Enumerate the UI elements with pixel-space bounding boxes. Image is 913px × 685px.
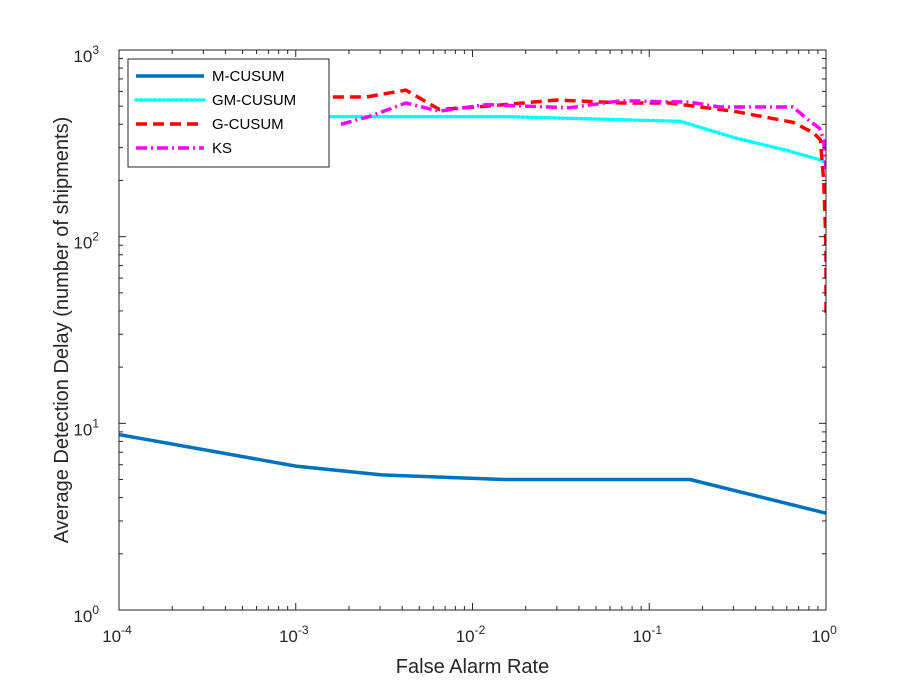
y-axis-label: Average Detection Delay (number of shipm… [51, 117, 73, 544]
legend-item-gm-cusum: GM-CUSUM [134, 92, 296, 109]
legend-label: M-CUSUM [212, 68, 285, 85]
axes-box [118, 49, 827, 611]
x-tick-label: 10-4 [102, 623, 132, 646]
x-tick-label: 100 [811, 623, 837, 646]
x-tick-label: 10-2 [456, 623, 486, 646]
series-line-ks [340, 98, 826, 170]
legend-label: GM-CUSUM [212, 92, 296, 109]
series-line-gm-cusum [254, 114, 826, 165]
x-tick-label: 10-3 [279, 623, 309, 646]
y-tick-label: 102 [73, 230, 99, 253]
y-tick-label: 100 [73, 603, 99, 626]
series-layer [119, 88, 826, 515]
legend-item-ks: KS [136, 140, 232, 157]
x-tick-labels: 10-4 10-3 10-2 10-1 100 [102, 623, 837, 646]
y-tick-label: 101 [73, 416, 99, 439]
legend-label: KS [212, 140, 232, 157]
y-tick-label: 103 [73, 43, 99, 66]
x-axis-label: False Alarm Rate [396, 656, 549, 678]
legend: M-CUSUM GM-CUSUM G-CUSUM KS [127, 58, 330, 168]
legend-item-m-cusum: M-CUSUM [136, 68, 285, 85]
x-tick-label: 10-1 [632, 623, 662, 646]
y-tick-labels: 100 101 102 103 [73, 43, 99, 626]
legend-label: G-CUSUM [212, 116, 284, 133]
tick-marks [118, 49, 827, 611]
legend-item-g-cusum: G-CUSUM [136, 116, 284, 133]
series-line-m-cusum [119, 432, 826, 515]
